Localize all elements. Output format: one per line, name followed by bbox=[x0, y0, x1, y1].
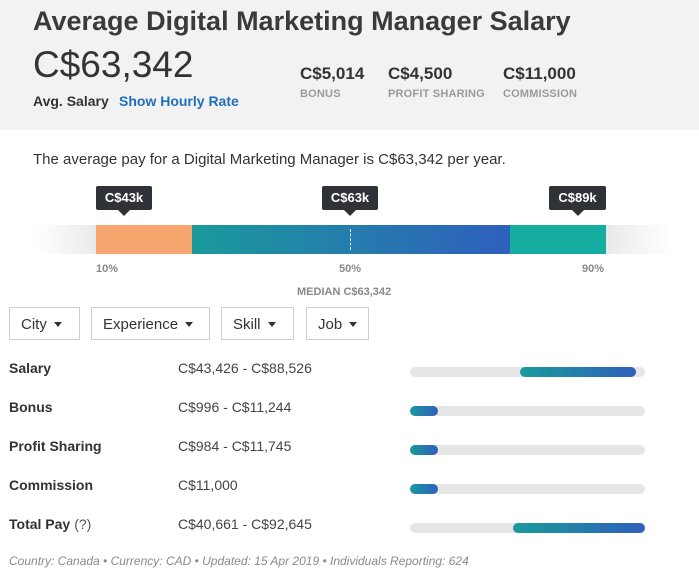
experience-filter-label: Experience bbox=[103, 316, 179, 333]
bonus-range-fill bbox=[410, 406, 439, 416]
profit-sharing-row-range: C$984 - C$11,745 bbox=[178, 438, 292, 454]
commission-range-bar bbox=[410, 484, 645, 494]
commission-range-fill bbox=[410, 484, 439, 494]
job-filter-dropdown[interactable]: Job bbox=[306, 307, 369, 340]
commission-label: COMMISSION bbox=[503, 88, 578, 100]
percentile-10-label: 10% bbox=[96, 263, 119, 275]
bonus-label: BONUS bbox=[300, 88, 341, 100]
range-segment-middle bbox=[192, 225, 510, 254]
high-tooltip: C$89k bbox=[549, 186, 606, 216]
commission-row-label: Commission bbox=[9, 477, 94, 493]
salary-range-bar bbox=[410, 367, 645, 377]
bonus-row-range: C$996 - C$11,244 bbox=[178, 399, 292, 415]
salary-row-range: C$43,426 - C$88,526 bbox=[178, 360, 312, 376]
caret-down-icon bbox=[267, 321, 276, 327]
median-tooltip: C$63k bbox=[322, 186, 378, 216]
profit-sharing-range-fill bbox=[410, 445, 439, 455]
caret-down-icon bbox=[349, 321, 358, 327]
percentile-50-label: 50% bbox=[339, 263, 362, 275]
low-tooltip: C$43k bbox=[96, 186, 152, 216]
salary-row-label: Salary bbox=[9, 360, 52, 376]
total-pay-row-range: C$40,661 - C$92,645 bbox=[178, 516, 312, 532]
bonus-stat: C$5,014 BONUS bbox=[300, 64, 364, 100]
bonus-range-bar bbox=[410, 406, 645, 416]
show-hourly-rate-link[interactable]: Show Hourly Rate bbox=[119, 93, 239, 109]
city-filter-label: City bbox=[21, 316, 47, 333]
median-marker bbox=[350, 229, 351, 250]
profit-sharing-stat: C$4,500 PROFIT SHARING bbox=[388, 64, 485, 100]
percentile-90-label: 90% bbox=[582, 263, 605, 275]
summary-header: Average Digital Marketing Manager Salary… bbox=[0, 0, 699, 130]
profit-sharing-range-bar bbox=[410, 445, 645, 455]
average-salary-value: C$63,342 bbox=[33, 44, 194, 85]
commission-row-range: C$11,000 bbox=[178, 477, 238, 493]
skill-filter-label: Skill bbox=[233, 316, 261, 333]
commission-stat: C$11,000 COMMISSION bbox=[503, 64, 577, 100]
job-filter-label: Job bbox=[318, 316, 343, 333]
total-pay-range-bar bbox=[410, 523, 645, 533]
profit-sharing-value: C$4,500 bbox=[388, 64, 453, 83]
total-pay-range-fill bbox=[513, 523, 645, 533]
range-segment-high bbox=[510, 225, 606, 254]
total-pay-row-label: Total Pay (?) bbox=[9, 516, 91, 532]
average-salary-label: Avg. Salary bbox=[33, 93, 109, 109]
total-pay-label: Total Pay bbox=[9, 516, 71, 532]
profit-sharing-label: PROFIT SHARING bbox=[388, 88, 485, 100]
range-segment-low bbox=[96, 225, 192, 254]
commission-value: C$11,000 bbox=[503, 64, 576, 83]
caret-down-icon bbox=[53, 321, 62, 327]
median-salary-label: MEDIAN C$63,342 bbox=[297, 286, 392, 298]
page-title: Average Digital Marketing Manager Salary bbox=[33, 6, 571, 36]
experience-filter-dropdown[interactable]: Experience bbox=[91, 307, 210, 340]
city-filter-dropdown[interactable]: City bbox=[9, 307, 80, 340]
data-source-footer: Country: Canada • Currency: CAD • Update… bbox=[9, 554, 469, 568]
bonus-value: C$5,014 bbox=[300, 64, 365, 83]
profit-sharing-row-label: Profit Sharing bbox=[9, 438, 102, 454]
bonus-row-label: Bonus bbox=[9, 399, 53, 415]
skill-filter-dropdown[interactable]: Skill bbox=[221, 307, 294, 340]
caret-down-icon bbox=[185, 321, 194, 327]
average-pay-summary: The average pay for a Digital Marketing … bbox=[33, 151, 506, 168]
salary-range-fill bbox=[520, 367, 636, 377]
help-icon[interactable]: (?) bbox=[74, 516, 92, 532]
